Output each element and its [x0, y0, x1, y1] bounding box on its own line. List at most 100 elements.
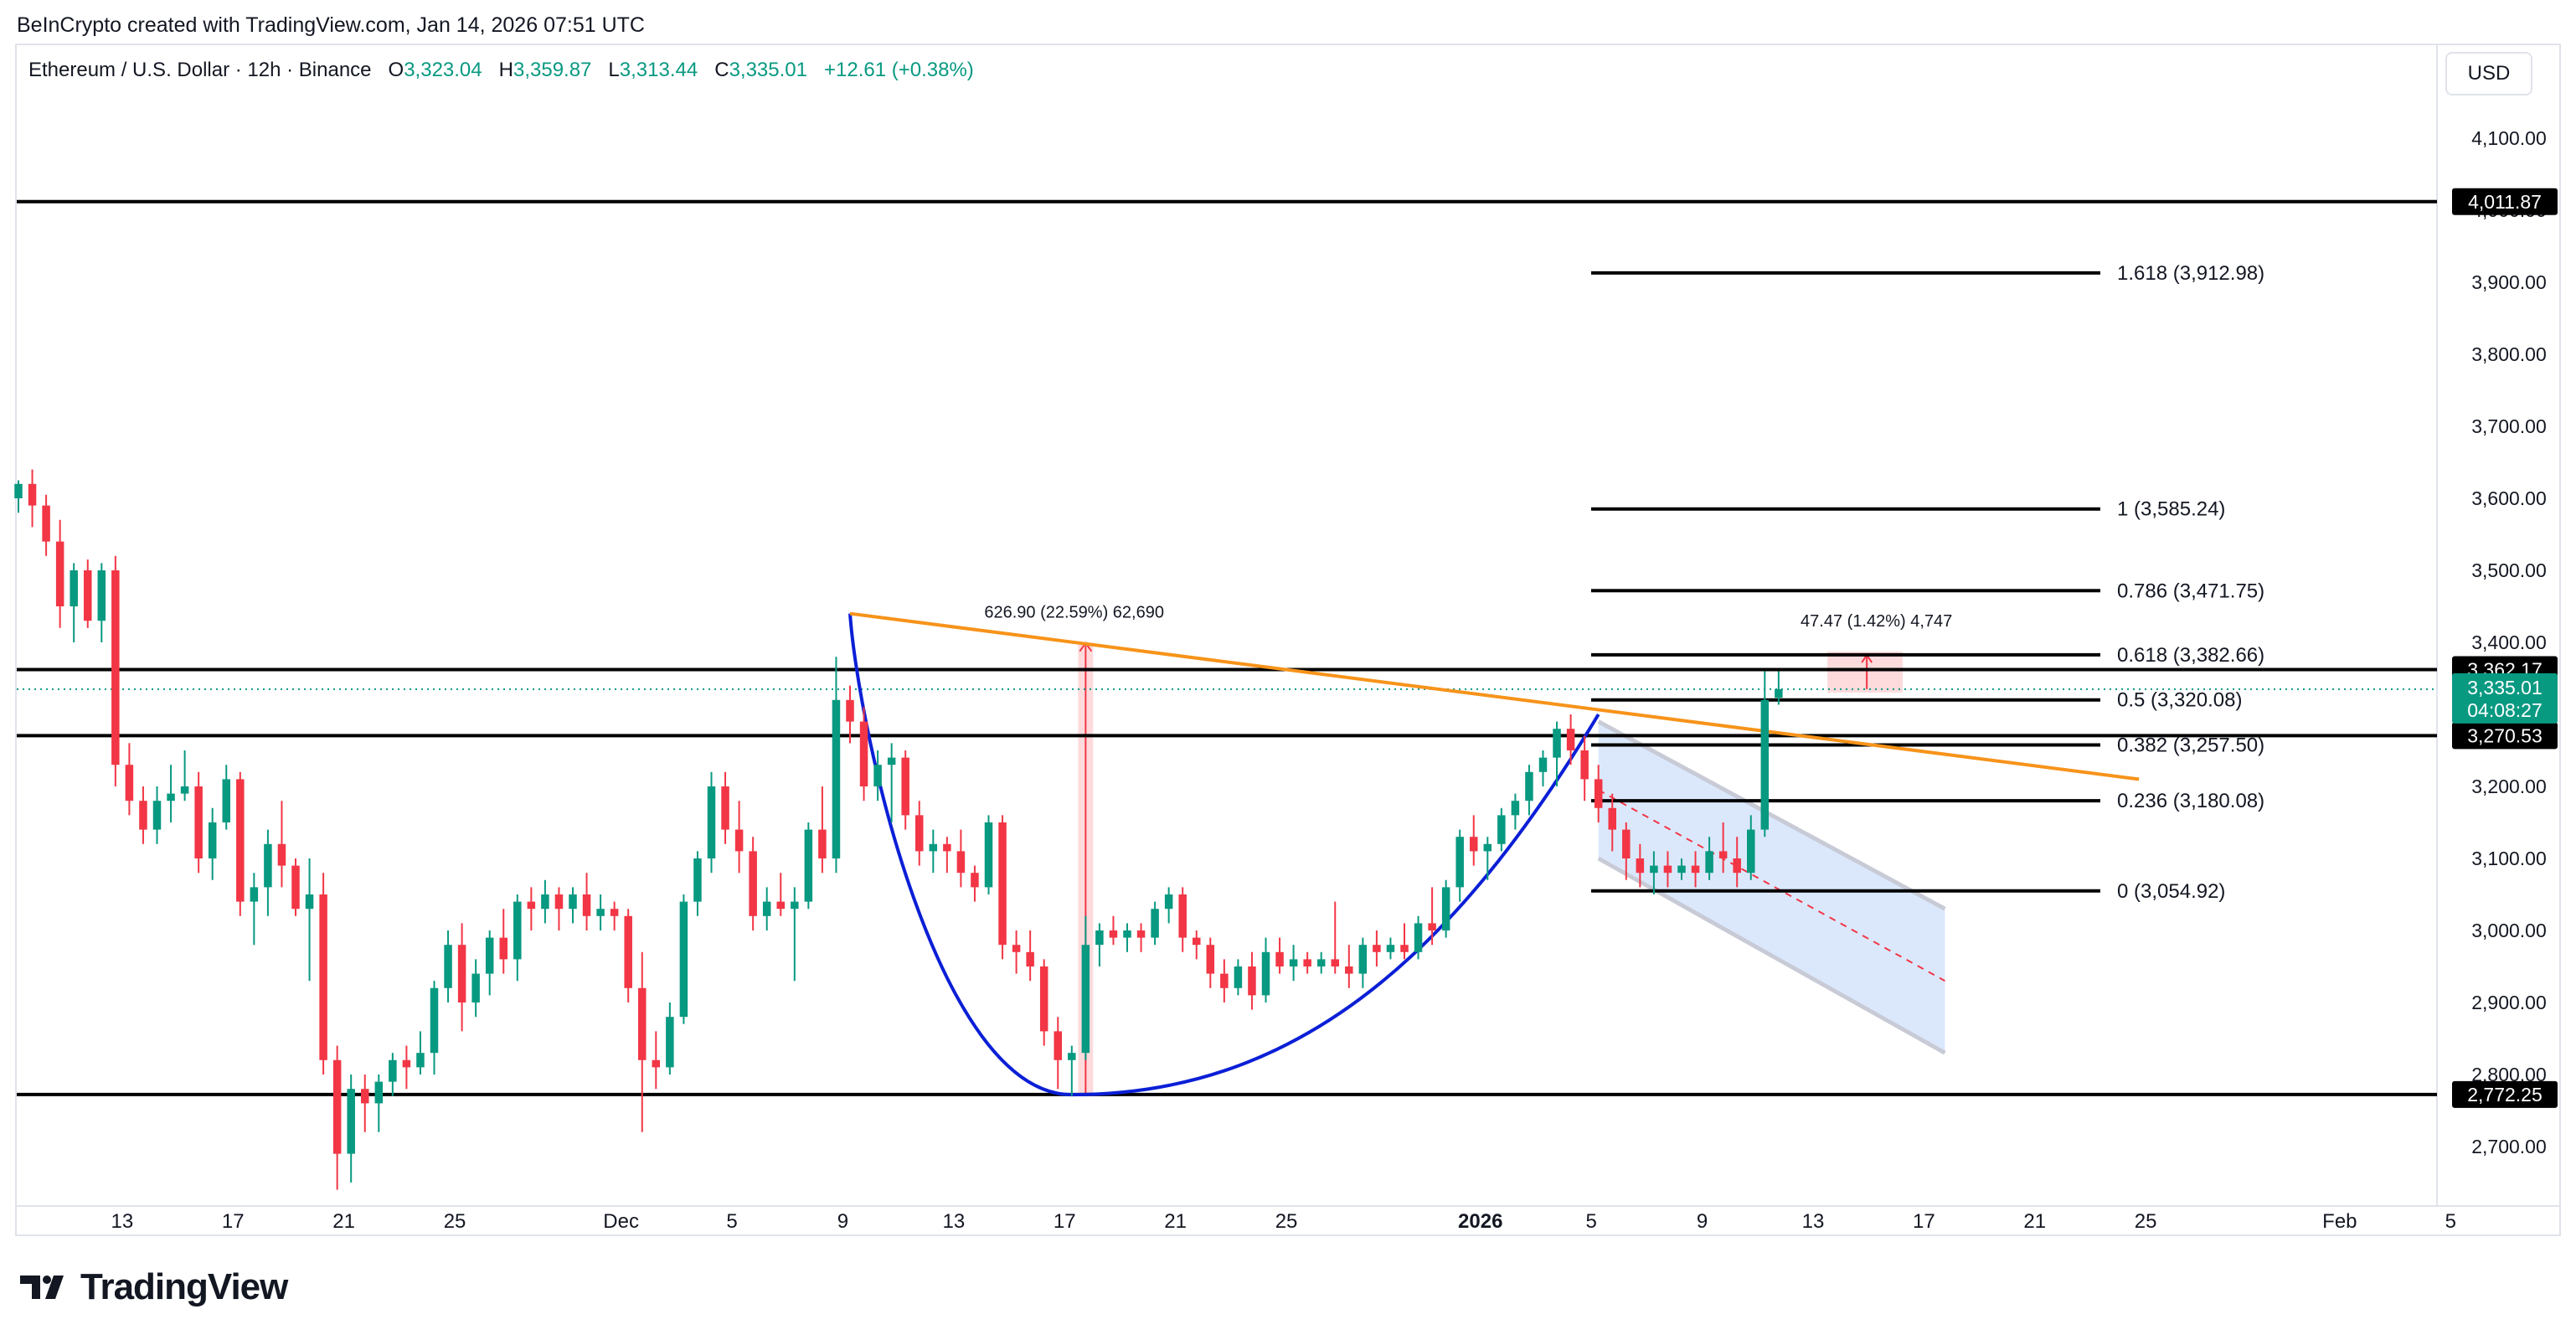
candle-body: [679, 901, 688, 1018]
candle-body: [84, 570, 92, 621]
candle-body: [929, 843, 938, 852]
candle-body: [1594, 779, 1603, 808]
candle-body: [264, 843, 272, 888]
time-axis-tick: 21: [332, 1210, 355, 1233]
candle-body: [638, 987, 647, 1060]
fib-level-label: 0.5 (3,320.08): [2117, 689, 2242, 712]
bar-countdown-label: 04:08:27: [2467, 699, 2543, 721]
time-axis-tick: Dec: [603, 1210, 639, 1233]
candle-body: [804, 829, 813, 902]
currency-button[interactable]: USD: [2445, 52, 2532, 95]
candle-body: [1622, 829, 1631, 858]
candle-body: [652, 1059, 661, 1068]
candle-body: [1289, 959, 1298, 966]
candle-body: [1012, 945, 1021, 952]
low-value: 3,313.44: [619, 59, 698, 81]
candle-body: [666, 1017, 674, 1068]
fib-level-label: 0.236 (3,180.08): [2117, 790, 2264, 812]
time-axis-tick: 13: [942, 1210, 965, 1233]
candle-body: [762, 901, 771, 916]
candle-body: [956, 851, 966, 874]
price-axis-tick: 3,100.00: [2471, 848, 2547, 869]
tradingview-logo[interactable]: TradingView: [18, 1266, 288, 1308]
candle-body: [832, 699, 841, 858]
price-axis-tick: 3,200.00: [2471, 776, 2547, 797]
candle-body: [859, 721, 868, 786]
candle-body: [1386, 945, 1395, 952]
price-level-badge: [2452, 1080, 2558, 1108]
time-axis-tick: 2026: [1458, 1210, 1502, 1233]
candle-body: [70, 570, 78, 606]
candle-body: [1775, 688, 1783, 698]
candle-body: [1483, 843, 1492, 852]
candle-body: [1220, 973, 1229, 988]
candle-body: [721, 786, 729, 830]
candle-body: [1331, 959, 1339, 966]
candle-body: [1705, 851, 1713, 874]
falling-channel: [1598, 721, 1945, 1054]
candle-body: [1608, 807, 1616, 830]
fib-level-label: 1.618 (3,912.98): [2117, 262, 2264, 285]
time-axis-tick: 25: [1275, 1210, 1298, 1233]
candle-body: [42, 505, 50, 542]
last-price-label: 3,335.01: [2467, 677, 2543, 698]
candle-body: [513, 901, 522, 960]
candle-body: [776, 901, 785, 910]
candle-body: [1026, 951, 1034, 966]
candle-body: [194, 786, 203, 858]
candle-body: [347, 1089, 355, 1154]
candle-body: [1303, 959, 1311, 966]
open-value: 3,323.04: [404, 59, 482, 81]
candle-body: [1123, 930, 1131, 938]
candle-body: [791, 901, 799, 910]
candle-body: [1455, 837, 1464, 888]
candle-body: [361, 1089, 369, 1104]
candle-body: [984, 822, 993, 888]
candle-body: [305, 894, 314, 910]
channel-upper-line: [1597, 719, 1946, 911]
time-axis-tick: 21: [1164, 1210, 1187, 1233]
candle-body: [402, 1059, 411, 1068]
candle-body: [1193, 937, 1201, 946]
price-axis-tick: 3,900.00: [2471, 271, 2547, 293]
time-axis-tick: 21: [2023, 1210, 2046, 1233]
candle-body: [499, 937, 507, 960]
fib-level-label: 0 (3,054.92): [2117, 880, 2225, 903]
candle-body: [180, 786, 189, 794]
candle-body: [1275, 951, 1284, 966]
channel-midline: [1598, 789, 1945, 982]
candle-body: [971, 873, 979, 888]
chart-frame: [15, 44, 2561, 1236]
candle-body: [457, 945, 466, 1002]
candle-body: [1095, 930, 1104, 946]
candle-body: [541, 894, 549, 910]
time-axis-tick: 17: [1054, 1210, 1076, 1233]
candle-body: [527, 901, 536, 910]
candle-body: [55, 541, 64, 606]
time-axis-tick: 17: [1913, 1210, 1935, 1233]
candle-body: [554, 894, 564, 910]
candle-body: [1511, 801, 1520, 816]
candle-body: [749, 851, 757, 916]
last-price-badge: [2452, 673, 2558, 724]
descending-trendline: [849, 611, 2140, 781]
candle-body: [1414, 923, 1423, 952]
candle-body: [582, 894, 591, 916]
time-axis-tick: Feb: [2322, 1210, 2357, 1233]
candle-body: [125, 765, 134, 801]
time-axis-tick: 13: [1802, 1210, 1825, 1233]
candle-body: [139, 801, 147, 830]
candle-body: [250, 887, 259, 902]
candle-body: [1358, 945, 1368, 974]
symbol-name[interactable]: Ethereum / U.S. Dollar · 12h · Binance: [28, 59, 372, 81]
time-axis-tick: 5: [1585, 1210, 1596, 1233]
fib-level-label: 0.618 (3,382.66): [2117, 644, 2264, 667]
time-axis-tick: 25: [2135, 1210, 2157, 1233]
time-axis-tick: 5: [2445, 1210, 2456, 1233]
candle-body: [1109, 930, 1118, 938]
candle-body: [707, 786, 716, 858]
candle-body: [846, 699, 854, 722]
candle-body: [915, 815, 924, 852]
candle-body: [97, 570, 106, 621]
